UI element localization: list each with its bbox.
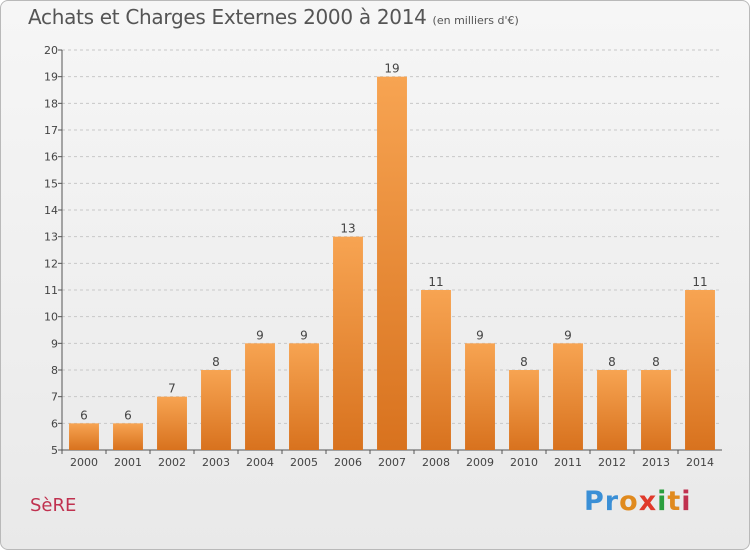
bar-value-label: 7 (168, 382, 176, 396)
bar (465, 343, 495, 450)
bar (377, 76, 407, 451)
bar-value-label: 8 (520, 355, 528, 369)
bar-value-label: 13 (340, 222, 355, 236)
bar (69, 423, 99, 450)
commune-name: SèRE (30, 495, 77, 516)
x-tick-label: 2013 (642, 456, 670, 469)
x-tick-label: 2009 (466, 456, 494, 469)
y-tick-label: 14 (44, 204, 58, 217)
bar-value-label: 8 (608, 355, 616, 369)
axis-layer: 5 6 7 8 9 10 11 12 13 14 15 16 17 18 19 20 2000 2001 2002 2… (44, 44, 722, 469)
bar-layer: 6 6 7 8 9 9 13 19 11 9 8 9 8 8 11 (69, 62, 715, 451)
y-tick-label: 9 (51, 337, 58, 350)
bar (333, 236, 363, 450)
y-tick-label: 18 (44, 97, 58, 110)
chart-subtitle: (en milliers d'€) (432, 14, 519, 27)
bar (113, 423, 143, 450)
bar-value-label: 6 (124, 408, 132, 422)
bar-value-label: 9 (476, 328, 484, 342)
y-tick-label: 17 (44, 124, 58, 137)
x-tick-label: 2004 (246, 456, 274, 469)
logo-letter: r (604, 486, 620, 517)
y-tick-label: 5 (51, 444, 58, 457)
y-tick-label: 19 (44, 71, 58, 84)
bar-value-label: 11 (692, 275, 707, 289)
y-tick-label: 20 (44, 44, 58, 57)
bar (157, 396, 187, 450)
bar-value-label: 19 (384, 62, 399, 76)
x-tick-label: 2002 (158, 456, 186, 469)
bar-value-label: 9 (564, 328, 572, 342)
logo-letter: i (681, 486, 692, 517)
bar-value-label: 8 (212, 355, 220, 369)
x-tick-label: 2008 (422, 456, 450, 469)
bar-value-label: 11 (428, 275, 443, 289)
bar (289, 343, 319, 450)
bar (553, 343, 583, 450)
logo-letter: x (638, 486, 658, 517)
bar-value-label: 9 (256, 328, 264, 342)
bar (685, 290, 715, 450)
bar (597, 370, 627, 450)
y-tick-label: 15 (44, 177, 58, 190)
x-tick-label: 2012 (598, 456, 626, 469)
y-tick-label: 13 (44, 231, 58, 244)
bar (421, 290, 451, 450)
y-tick-label: 7 (51, 391, 58, 404)
x-tick-label: 2005 (290, 456, 318, 469)
x-tick-label: 2007 (378, 456, 406, 469)
bar (201, 370, 231, 450)
x-tick-label: 2006 (334, 456, 362, 469)
logo-letter: o (619, 486, 639, 517)
logo-letter: i (657, 486, 668, 517)
chart-title-text: Achats et Charges Externes 2000 à 2014 (28, 5, 427, 29)
y-tick-label: 16 (44, 151, 58, 164)
proxiti-logo[interactable]: Proxiti (584, 486, 692, 517)
x-tick-label: 2014 (686, 456, 714, 469)
x-tick-label: 2003 (202, 456, 230, 469)
logo-letter: t (667, 486, 682, 517)
y-tick-label: 12 (44, 257, 58, 270)
bar-value-label: 6 (80, 408, 88, 422)
y-tick-label: 10 (44, 311, 58, 324)
y-tick-label: 8 (51, 364, 58, 377)
bar (509, 370, 539, 450)
bar-value-label: 9 (300, 328, 308, 342)
logo-letter: P (584, 486, 605, 517)
x-tick-label: 2001 (114, 456, 142, 469)
x-tick-label: 2011 (554, 456, 582, 469)
chart-title: Achats et Charges Externes 2000 à 2014 (e… (28, 5, 519, 29)
x-tick-label: 2000 (70, 456, 98, 469)
y-tick-label: 11 (44, 284, 58, 297)
bar (245, 343, 275, 450)
bar (641, 370, 671, 450)
x-tick-label: 2010 (510, 456, 538, 469)
bar-value-label: 8 (652, 355, 660, 369)
y-tick-label: 6 (51, 417, 58, 430)
